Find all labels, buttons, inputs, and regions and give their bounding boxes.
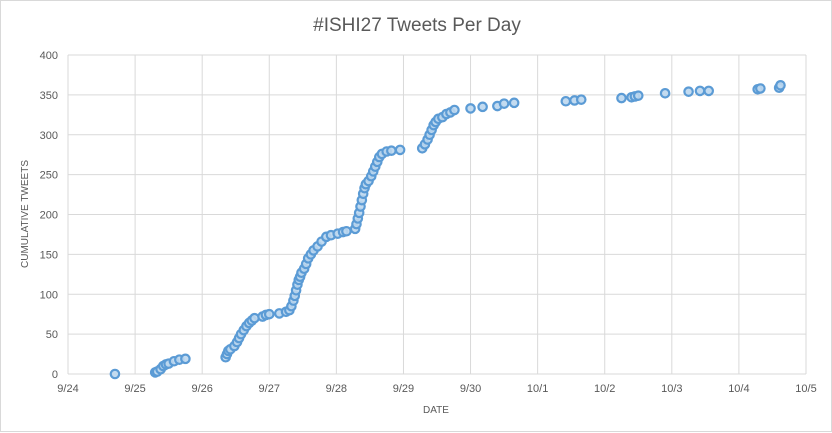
data-point xyxy=(659,87,671,99)
y-tick-label: 250 xyxy=(40,170,58,182)
data-point xyxy=(263,308,275,320)
x-tick-label: 9/28 xyxy=(326,383,347,395)
data-point xyxy=(386,145,397,156)
data-point xyxy=(616,92,627,104)
y-tick-label: 150 xyxy=(40,249,58,261)
x-axis-label: DATE xyxy=(423,405,449,416)
chart-title: #ISHI27 Tweets Per Day xyxy=(313,15,521,36)
x-tick-label: 9/30 xyxy=(460,383,481,395)
data-point xyxy=(180,353,191,365)
x-axis-ticks: 9/24 9/25 9/26 9/27 9/28 9/29 9/30 10/1 10/2 10/3… xyxy=(57,383,816,395)
y-axis-ticks: 0 50 100 150 200 250 300 350 400 xyxy=(40,50,58,381)
data-point xyxy=(632,90,644,101)
x-tick-label: 10/5 xyxy=(795,383,816,395)
x-tick-label: 9/27 xyxy=(259,383,280,395)
y-tick-label: 0 xyxy=(52,369,58,381)
data-point xyxy=(575,94,587,105)
data-point xyxy=(694,85,706,97)
y-tick-label: 100 xyxy=(40,289,58,301)
x-tick-label: 10/1 xyxy=(527,383,548,395)
data-point xyxy=(755,83,766,94)
x-tick-label: 9/29 xyxy=(393,383,414,395)
x-tick-label: 9/25 xyxy=(124,383,145,395)
data-point xyxy=(394,144,406,156)
data-point xyxy=(508,97,520,109)
y-tick-label: 200 xyxy=(40,210,58,222)
data-point xyxy=(498,98,510,109)
data-point xyxy=(465,103,476,114)
data-point xyxy=(341,225,352,237)
x-tick-label: 10/3 xyxy=(661,383,682,395)
x-tick-label: 10/4 xyxy=(728,383,749,395)
data-point xyxy=(775,80,786,91)
y-tick-label: 350 xyxy=(40,90,58,102)
data-point xyxy=(449,104,460,116)
y-tick-label: 400 xyxy=(40,50,58,62)
y-tick-label: 300 xyxy=(40,130,58,142)
data-point xyxy=(477,101,488,113)
x-tick-label: 9/26 xyxy=(191,383,212,395)
gridlines xyxy=(67,54,807,375)
y-axis-label: CUMULATIVE TWEETS xyxy=(20,160,31,268)
y-tick-label: 50 xyxy=(46,329,58,341)
x-tick-label: 10/2 xyxy=(594,383,615,395)
data-point xyxy=(703,85,715,97)
data-points xyxy=(109,80,786,380)
x-tick-label: 9/24 xyxy=(57,383,78,395)
data-point xyxy=(683,86,694,97)
data-point xyxy=(560,95,572,107)
data-point xyxy=(109,368,121,380)
